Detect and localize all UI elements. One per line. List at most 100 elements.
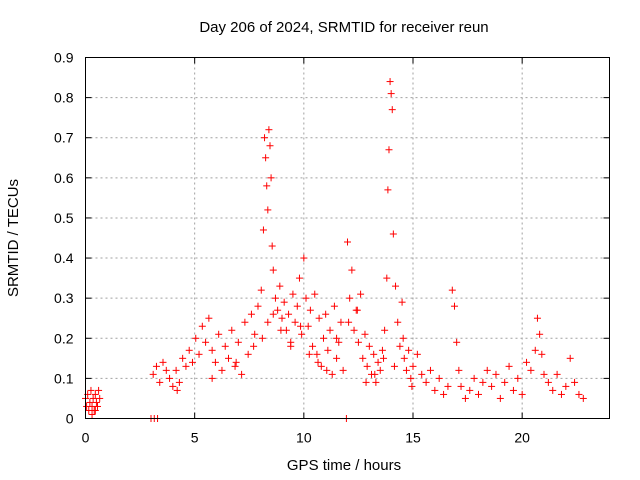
chart-title: Day 206 of 2024, SRMTID for receiver reu… [199, 19, 488, 36]
data-point [228, 326, 236, 334]
y-tick-label: 0.5 [54, 210, 74, 226]
data-point [208, 346, 216, 354]
data-point [418, 370, 426, 378]
data-point [322, 310, 330, 318]
data-point [533, 314, 541, 322]
data-point [453, 338, 461, 346]
data-point [285, 310, 293, 318]
data-point [394, 318, 402, 326]
y-tick-label: 0 [66, 411, 74, 427]
data-point [265, 126, 273, 134]
data-point [571, 378, 579, 386]
data-point [293, 302, 301, 310]
data-point [326, 326, 334, 334]
data-point [346, 294, 354, 302]
data-point [371, 370, 379, 378]
data-point [333, 354, 341, 362]
data-point [398, 298, 406, 306]
data-point [431, 386, 439, 394]
data-point [384, 186, 392, 194]
data-point [527, 366, 535, 374]
data-point [399, 334, 407, 342]
data-point [179, 354, 187, 362]
y-axis-label: SRMTID / TECUs [5, 179, 22, 297]
data-point [335, 338, 343, 346]
data-point [182, 362, 190, 370]
data-point [457, 382, 465, 390]
axis-ticks: 0 0.1 0.2 0.3 0.4 0.5 0.6 0.7 0.8 0.9 0 5 10 15 20 [54, 50, 610, 446]
data-point [549, 386, 557, 394]
data-point [557, 390, 565, 398]
data-point [448, 286, 456, 294]
plot-frame [85, 57, 610, 419]
data-point [173, 386, 181, 394]
data-point [313, 350, 321, 358]
data-point [422, 378, 430, 386]
data-point [496, 394, 504, 402]
data-point [386, 78, 394, 86]
data-point [96, 394, 104, 402]
data-point [324, 346, 332, 354]
data-point [300, 254, 308, 262]
data-point [268, 242, 276, 250]
data-point [152, 362, 160, 370]
data-point [317, 362, 325, 370]
data-point [353, 306, 361, 314]
data-point [278, 314, 286, 322]
data-point [359, 354, 367, 362]
data-point [392, 282, 400, 290]
data-point [402, 366, 410, 374]
data-point [86, 398, 94, 406]
data-point [350, 326, 358, 334]
data-point [188, 358, 196, 366]
x-tick-label: 20 [514, 430, 530, 446]
data-point [365, 342, 373, 350]
data-point [280, 298, 288, 306]
data-point [396, 342, 404, 350]
data-point [266, 142, 274, 150]
y-tick-label: 0.6 [54, 170, 74, 186]
data-point [540, 370, 548, 378]
data-point [251, 330, 259, 338]
data-point [211, 358, 219, 366]
data-point [387, 90, 395, 98]
data-point [261, 134, 269, 142]
data-point [232, 358, 240, 366]
data-point [185, 346, 193, 354]
data-point [450, 302, 458, 310]
data-point [381, 326, 389, 334]
data-point [523, 358, 531, 366]
data-point [344, 238, 351, 246]
data-point [198, 322, 206, 330]
data-point [337, 318, 345, 326]
y-tick-label: 0.8 [54, 90, 74, 106]
data-point [225, 354, 233, 362]
data-point [483, 366, 491, 374]
data-point [455, 366, 463, 374]
data-point [309, 342, 317, 350]
y-tick-label: 0.3 [54, 290, 74, 306]
data-point [241, 318, 249, 326]
data-point [91, 390, 99, 398]
data-point [380, 354, 388, 362]
data-point [234, 338, 242, 346]
y-tick-label: 0.1 [54, 370, 74, 386]
data-point [297, 322, 305, 330]
data-point [514, 374, 522, 382]
data-point [271, 294, 279, 302]
data-point [202, 338, 210, 346]
data-point [339, 366, 347, 374]
grid [85, 57, 610, 419]
x-tick-label: 15 [405, 430, 421, 446]
data-point [306, 306, 314, 314]
data-point [361, 330, 369, 338]
data-point [244, 350, 252, 358]
data-point [544, 378, 552, 386]
data-point [323, 366, 331, 374]
data-point [247, 310, 255, 318]
data-point [466, 386, 474, 394]
data-point [536, 330, 544, 338]
data-point [407, 374, 415, 382]
data-point [333, 334, 341, 342]
data-point [363, 362, 371, 370]
